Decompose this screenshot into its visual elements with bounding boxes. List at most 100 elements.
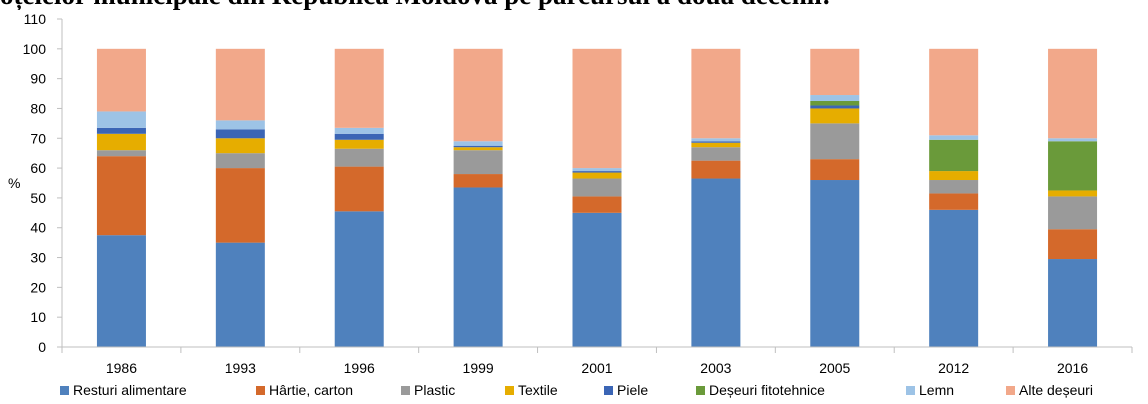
- bar-segment: [929, 193, 979, 210]
- bar-segment: [572, 212, 622, 347]
- bar-segment: [215, 242, 265, 347]
- bar-segment: [810, 159, 860, 181]
- y-tick-label: 60: [30, 160, 46, 176]
- bar-segment: [691, 141, 741, 143]
- bar-segment: [810, 108, 860, 124]
- x-tick-label: 2001: [581, 360, 612, 376]
- y-tick-label: 110: [24, 11, 47, 27]
- y-tick-label: 10: [30, 309, 46, 325]
- legend-swatch: [604, 386, 613, 395]
- bar-segment: [334, 133, 384, 140]
- bar-segment: [929, 135, 979, 140]
- bar-segment: [96, 235, 146, 347]
- bar-segment: [215, 138, 265, 154]
- bar-segment: [810, 101, 860, 106]
- y-tick-label: 90: [30, 71, 46, 87]
- bar-segment: [453, 48, 503, 142]
- bar-segment: [691, 178, 741, 347]
- bar-segment: [572, 171, 622, 173]
- bar-segment: [810, 95, 860, 101]
- chart-title: oțelelor municipale din Republica Moldov…: [0, 0, 1148, 10]
- y-axis-label: %: [8, 175, 20, 191]
- x-tick-label: 1993: [225, 360, 256, 376]
- y-tick-label: 0: [38, 339, 46, 355]
- bar-segment: [1048, 259, 1098, 347]
- bar-segment: [96, 111, 146, 128]
- legend-swatch: [1006, 386, 1015, 395]
- y-tick-label: 100: [23, 41, 47, 57]
- legend-swatch: [60, 386, 69, 395]
- bar-segment: [96, 127, 146, 134]
- bar-segment: [334, 139, 384, 149]
- bar-segment: [572, 48, 622, 169]
- legend-label: Hârtie, carton: [269, 382, 353, 398]
- y-tick-label: 80: [30, 100, 46, 116]
- bar-segment: [334, 127, 384, 134]
- bar-segment: [929, 180, 979, 194]
- bar-segment: [453, 150, 503, 175]
- bar-segment: [691, 138, 741, 142]
- legend-label: Lemn: [919, 382, 954, 398]
- bar-segment: [453, 141, 503, 146]
- legend-swatch: [505, 386, 514, 395]
- bar-segment: [929, 209, 979, 347]
- bar-segment: [1048, 229, 1098, 260]
- bar-segment: [215, 168, 265, 243]
- legend-label: Resturi alimentare: [73, 382, 187, 398]
- x-tick-label: 2005: [819, 360, 850, 376]
- bar-segment: [215, 120, 265, 130]
- x-axis: 1986 1993 1996 1999 2001 2003 2005 2012 2016: [61, 346, 1133, 376]
- bar-segment: [453, 174, 503, 188]
- bar-segment: [810, 180, 860, 347]
- bar-segment: [572, 178, 622, 197]
- x-tick-label: 1999: [463, 360, 494, 376]
- bar-segment: [334, 166, 384, 212]
- x-tick-label: 2016: [1057, 360, 1088, 376]
- bar-segment: [929, 139, 979, 172]
- bar-segment: [96, 150, 146, 157]
- legend-label: Alte deșeuri: [1019, 382, 1093, 398]
- legend-swatch: [696, 386, 705, 395]
- x-tick-label: 1986: [106, 360, 137, 376]
- bar-segment: [96, 133, 146, 151]
- legend-swatch: [256, 386, 265, 395]
- bar-segment: [453, 147, 503, 151]
- legend: Resturi alimentare Hârtie, carton Plastic T…: [60, 382, 1093, 398]
- y-tick-label: 40: [30, 220, 46, 236]
- bar-segment: [1048, 190, 1098, 197]
- x-tick-label: 2003: [700, 360, 731, 376]
- legend-swatch: [906, 386, 915, 395]
- bar-segment: [1048, 196, 1098, 230]
- y-tick-label: 70: [30, 130, 46, 146]
- bar-segment: [810, 48, 860, 96]
- bar-segment: [334, 211, 384, 347]
- bar-segment: [453, 187, 503, 347]
- bars-group: [96, 48, 1098, 347]
- legend-label: Piele: [617, 382, 648, 398]
- bar-segment: [691, 147, 741, 161]
- bar-segment: [929, 48, 979, 136]
- bar-segment: [572, 168, 622, 172]
- y-axis: 0 10 20 30 40 50 60 70 80 90 100 110: [23, 11, 63, 355]
- bar-segment: [453, 145, 503, 148]
- x-tick-label: 2012: [938, 360, 969, 376]
- y-tick-label: 50: [30, 190, 46, 206]
- bar-segment: [572, 172, 622, 179]
- y-tick-label: 30: [30, 250, 46, 266]
- y-tick-label: 20: [30, 279, 46, 295]
- bar-segment: [334, 148, 384, 167]
- bar-segment: [691, 160, 741, 179]
- bar-segment: [1048, 141, 1098, 191]
- bar-segment: [1048, 48, 1098, 139]
- bar-segment: [215, 48, 265, 121]
- bar-segment: [929, 171, 979, 181]
- bar-segment: [96, 48, 146, 112]
- bar-segment: [96, 156, 146, 236]
- x-tick-label: 1996: [344, 360, 375, 376]
- legend-label: Deșeuri fitotehnice: [709, 382, 825, 398]
- legend-swatch: [401, 386, 410, 395]
- bar-segment: [215, 153, 265, 169]
- bar-segment: [334, 48, 384, 128]
- legend-label: Textile: [518, 382, 558, 398]
